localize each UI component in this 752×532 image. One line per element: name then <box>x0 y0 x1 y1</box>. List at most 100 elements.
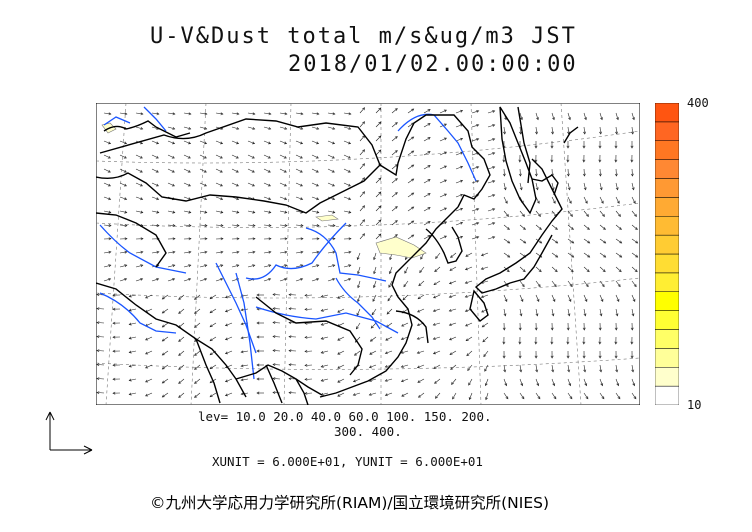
wind-vector-head <box>566 355 570 359</box>
wind-vector <box>145 378 153 383</box>
wind-vector-head <box>616 298 620 302</box>
wind-vector <box>167 140 175 144</box>
wind-vector-head <box>615 369 619 373</box>
wind-vector-head <box>614 355 618 359</box>
wind-vector-head <box>582 327 586 331</box>
wind-vector <box>423 235 431 240</box>
wind-vector <box>247 251 255 254</box>
wind-vector-head <box>357 285 361 289</box>
wind-vector <box>519 126 522 135</box>
wind-vector-head <box>240 392 244 396</box>
wind-vector <box>359 135 365 142</box>
wind-vector-head <box>584 117 587 121</box>
wind-vector-head <box>236 224 240 227</box>
wind-vector <box>119 168 127 173</box>
wind-vector-head <box>272 293 276 297</box>
wind-vector <box>567 126 570 135</box>
wind-vector-head <box>417 309 421 313</box>
wind-vector-head <box>188 210 192 214</box>
wind-vector <box>551 308 554 316</box>
wind-vector-head <box>615 313 619 317</box>
wind-vector <box>535 196 540 204</box>
wind-vector-head <box>403 284 407 288</box>
wind-vector <box>423 151 431 156</box>
wind-vector <box>304 378 313 380</box>
wind-vector <box>551 182 554 190</box>
wind-vector <box>407 178 414 184</box>
wind-vector <box>215 140 223 144</box>
wind-vector-head <box>112 363 116 367</box>
wind-vector <box>215 168 223 173</box>
wind-vector-head <box>178 311 182 314</box>
wind-vector-head <box>630 355 634 359</box>
wind-vector <box>119 140 127 144</box>
wind-vector <box>423 109 431 114</box>
wind-vector-head <box>357 299 360 303</box>
wind-vector <box>455 138 463 142</box>
wind-vector-head <box>204 237 208 241</box>
wind-vector-head <box>256 349 260 353</box>
wind-vector-head <box>618 269 622 273</box>
wind-vector <box>129 392 137 395</box>
wind-vector-head <box>316 112 320 116</box>
wind-vector-head <box>337 393 341 397</box>
wind-vector-head <box>571 254 575 258</box>
wind-vector-head <box>235 155 239 159</box>
color-scale-swatch <box>654 121 680 141</box>
wind-vector <box>129 294 137 297</box>
wind-vector <box>503 252 510 258</box>
wind-vector-head <box>492 194 496 197</box>
wind-vector <box>401 378 409 382</box>
wind-vector <box>599 168 601 177</box>
wind-vector-head <box>518 159 522 163</box>
wind-vector-head <box>448 295 452 298</box>
wind-vector <box>96 364 105 366</box>
wind-vector-head <box>96 377 100 381</box>
wind-vector <box>279 168 287 173</box>
wind-vector <box>167 251 175 254</box>
wind-vector <box>357 252 361 260</box>
wind-vector-head <box>300 224 304 227</box>
wind-vector-head <box>348 278 352 281</box>
wind-vector-head <box>178 381 182 384</box>
wind-vector <box>485 392 489 400</box>
wind-vector-head <box>272 391 276 395</box>
wind-vector <box>167 112 175 115</box>
wind-vector <box>337 294 345 299</box>
wind-vector-head <box>332 112 336 116</box>
wind-vector <box>209 392 217 398</box>
wind-vector <box>167 224 176 226</box>
wind-vector-head <box>267 183 271 187</box>
wind-vector <box>375 177 382 184</box>
wind-vector-head <box>585 213 589 217</box>
wind-vector <box>337 336 345 341</box>
wind-vector-head <box>502 159 506 163</box>
wind-vector <box>215 278 223 282</box>
wind-vector <box>215 182 223 187</box>
wind-vector <box>279 210 287 213</box>
wind-vector <box>419 266 425 273</box>
wind-vector-head <box>171 169 175 173</box>
wind-vector-head <box>631 187 635 191</box>
wind-vector-head <box>348 112 352 116</box>
color-scale-swatch <box>654 216 680 236</box>
wind-vector <box>343 182 351 187</box>
wind-vector-head <box>140 112 144 116</box>
wind-vector <box>535 378 539 386</box>
wind-vector-head <box>320 294 324 298</box>
wind-vector-head <box>416 365 421 369</box>
wind-vector <box>599 266 606 272</box>
wind-vector <box>369 364 377 368</box>
wind-vector-head <box>236 264 240 268</box>
wind-vector <box>327 154 335 159</box>
wind-vector-head <box>209 366 213 370</box>
wind-vector-head <box>96 321 100 325</box>
wind-vector-head <box>411 164 415 168</box>
wind-vector <box>311 168 319 173</box>
wind-vector <box>357 280 361 288</box>
wind-vector <box>483 350 489 357</box>
wind-vector <box>103 224 112 226</box>
wind-vector-head <box>128 294 132 298</box>
wind-vector <box>272 378 281 380</box>
wind-vector-head <box>433 366 437 369</box>
